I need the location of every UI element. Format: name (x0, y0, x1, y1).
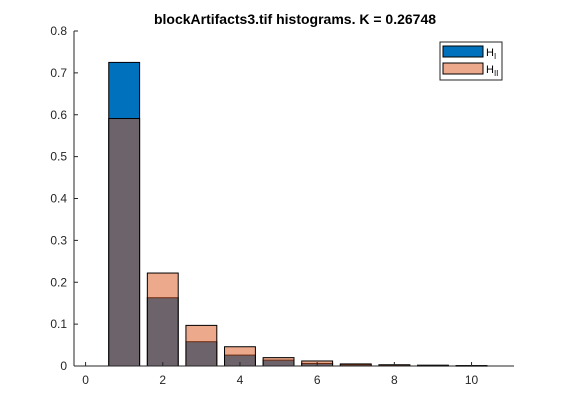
chart-title: blockArtifacts3.tif histograms. K = 0.26… (154, 11, 436, 27)
x-tick-label: 0 (82, 373, 89, 387)
legend-subscript: II (494, 69, 498, 78)
legend-swatch-series-2 (442, 62, 484, 75)
x-tick-label: 6 (314, 373, 321, 387)
y-tick-label: 0.7 (50, 66, 67, 80)
bar-series-2-5 (262, 357, 295, 367)
x-tick-label: 2 (159, 373, 166, 387)
bar-series-2-1 (108, 118, 141, 367)
y-tick-label: 0.6 (50, 108, 67, 122)
legend-label-series-1: HI (486, 47, 496, 61)
y-tick-label: 0.1 (50, 317, 67, 331)
x-tick-label: 10 (465, 373, 479, 387)
legend-subscript: I (494, 52, 496, 61)
plot-area: 0 2 4 6 8 10 0 0.1 0.2 0.3 0.4 0.5 0.6 0.7 0.8 (50, 24, 514, 387)
y-tick-label: 0.5 (50, 150, 67, 164)
legend-swatch-series-1 (442, 45, 484, 58)
y-tick-label: 0.3 (50, 233, 67, 247)
y-tick-label: 0.2 (50, 275, 67, 289)
y-tick-label: 0 (60, 359, 67, 373)
x-tick-label: 4 (237, 373, 244, 387)
y-tick-label: 0.8 (50, 24, 67, 38)
bar-series-2-3 (185, 324, 218, 367)
y-tick-label: 0.4 (50, 192, 67, 206)
bar-series-2-2 (146, 272, 179, 367)
x-tick-label: 8 (391, 373, 398, 387)
